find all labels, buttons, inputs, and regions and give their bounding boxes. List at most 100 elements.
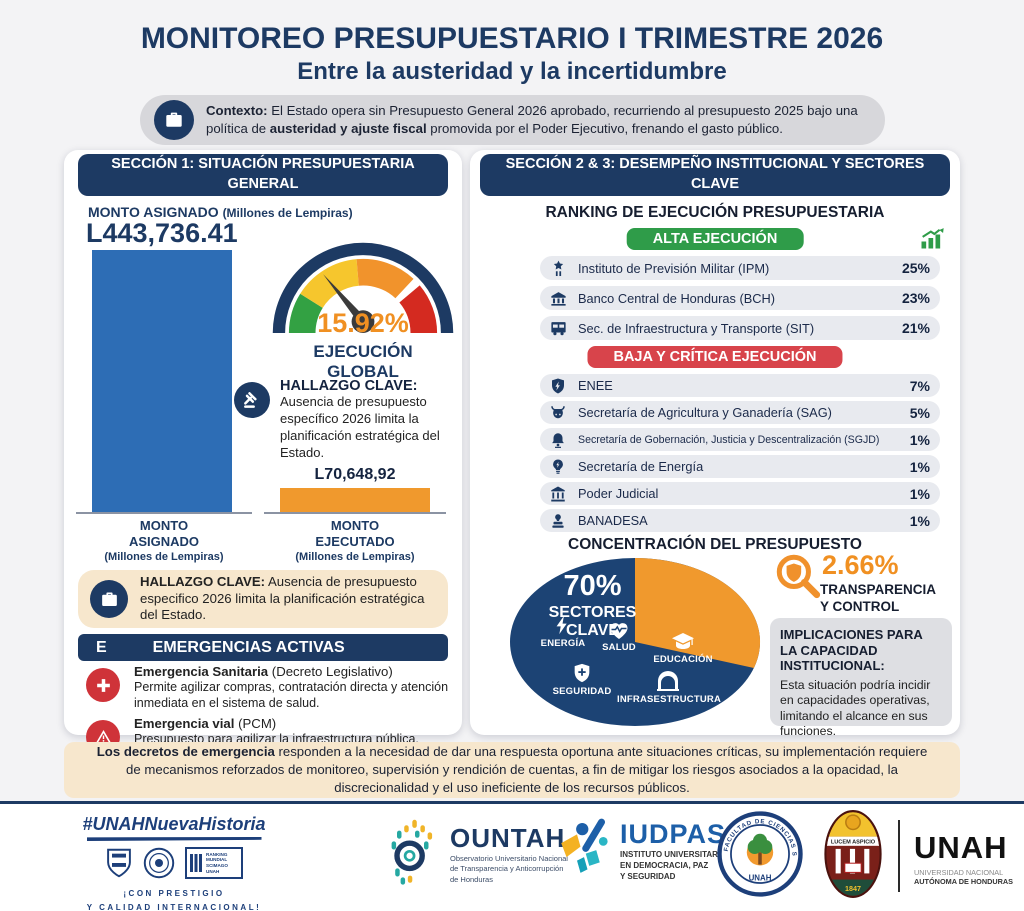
seal-emblem-icon [143,847,175,879]
chart-growth-icon [918,224,946,252]
sector-salud: SALUD [591,618,647,653]
ountah-sub2: de Transparencia y Anticorrupción [450,864,564,874]
pie-share-label1: SECTORES [548,604,637,621]
bolt-icon [556,615,567,635]
institution-name: Secretaría de Energía [578,459,704,474]
sector-label: EDUCACIÓN [653,654,713,665]
crest-year-text: 1847 [845,885,861,893]
scimago-line1: RANKING [206,851,228,857]
unah-sub2: AUTÓNOMA DE HONDURAS [914,877,1014,886]
hallazgo-box-text: HALLAZGO CLAVE: Ausencia de presupuesto … [140,574,436,625]
ountah-logo-icon [391,819,433,885]
decrees-note-bold: Los decretos de emergencia [96,744,275,760]
page-subtitle: Entre la austeridad y la incertidumbre [297,58,727,85]
bell-icon [546,429,570,451]
bar1-label-unit: (Millones de Lempiras) [104,550,224,563]
unah-tagline: ¡CON PRESTIGIO Y CALIDAD INTERNACIONAL! [66,887,282,911]
ountah-subtitle: Observatorio Universitario Nacional de T… [450,854,568,884]
table-row: Sec. de Infraestructura y Transporte (SI… [540,316,940,340]
iudpas-sub1: INSTITUTO UNIVERSITARIO [620,850,727,860]
decrees-note-body: responden a la necesidad de dar una resp… [126,744,928,795]
hallazgo-text: Ausencia de presupuesto específico 2026 … [280,394,440,460]
facultad-seal: FACULTAD DE CIENCIAS SOCIALES UNAH [716,810,804,898]
transparencia-line1: TRANSPARENCIA [820,582,937,597]
institution-name: Instituto de Previsión Militar (IPM) [578,260,770,276]
crest-motto-text: LUCEM ASPICIO [831,839,876,845]
scimago-badge: RANKING MUNDIAL SCIMAGO UNAH [185,847,243,879]
implicaciones-title: IMPLICACIONES PARA LA CAPACIDAD INSTITUC… [780,627,923,674]
assigned-label-text: MONTO ASIGNADO [88,204,219,220]
shield-emblem-icon [107,848,131,878]
section23-card: SECCIÓN 2 & 3: DESEMPEÑO INSTITUCIONAL Y… [470,150,960,738]
table-row: Banco Central de Honduras (BCH) 23% [540,286,940,310]
table-row: ENEE 7% [540,374,940,397]
bar1-label-line1: MONTO [139,518,189,533]
emergencias-badge: E [96,638,107,656]
stamp-icon [546,510,570,532]
sector-label: INFRASESTRUCTURA [617,694,722,705]
swoosh-underline [86,837,262,841]
execution-pct: 1% [909,512,930,529]
iudpas-text: IUDPAS INSTITUTO UNIVERSITARIO EN DEMOCR… [620,819,726,882]
iudpas-sub2: EN DEMOCRACIA, PAZ [620,861,709,871]
implicaciones-text: Esta situación podría incidir en capacid… [780,677,931,738]
section1-card: SECCIÓN 1: SITUACIÓN PRESUPUESTARIA GENE… [64,150,462,754]
hallazgo-box-title: HALLAZGO CLAVE: [140,573,266,589]
institution-name: Sec. de Infraestructura y Transporte (SI… [578,320,815,336]
facultad-unah-text: UNAH [749,873,772,882]
shield-plus-icon [574,663,590,683]
execution-pct: 7% [909,377,930,394]
emergencia-sanitaria: Emergencia Sanitaria (Decreto Legislativ… [134,664,450,712]
bridge-icon [657,671,679,691]
table-row: Secretaría de Agricultura y Ganadería (S… [540,401,940,424]
context-bold: austeridad y ajuste fiscal [269,121,427,136]
unah-sub1: UNIVERSIDAD NACIONAL [914,868,1004,877]
concentracion-title: CONCENTRACIÓN DEL PRESUPUESTO [568,536,862,553]
assigned-amount-value: L443,736.41 [86,218,238,248]
bar-baseline-left [76,512,252,514]
emergencia2-title: Emergencia vial [134,716,235,731]
emergencias-title: EMERGENCIAS ACTIVAS [152,638,345,656]
ountah-sub1: Observatorio Universitario Nacional [450,854,568,864]
table-row: Secretaría de Energía 1% [540,455,940,478]
transparencia-label: TRANSPARENCIA Y CONTROL [820,582,936,616]
execution-pct: 25% [901,260,930,276]
sector-infraestructura: INFRASESTRUCTURA [617,670,722,705]
sector-seguridad: SEGURIDAD [547,660,617,697]
tagline-line1: ¡CON PRESTIGIO [123,889,225,898]
institution-name: Secretaría de Gobernación, Justicia y De… [578,433,880,446]
section1-header: SECCIÓN 1: SITUACIÓN PRESUPUESTARIA GENE… [78,154,448,196]
courthouse-icon [546,483,570,505]
tagline-line2: Y CALIDAD INTERNACIONAL! [86,902,262,911]
unah-crest: LUCEM ASPICIO 1847 [822,808,884,900]
footer-divider [0,801,1024,804]
assigned-bar-label: MONTO ASIGNADO (Millones de Lempiras) [76,518,252,564]
execution-gauge [268,236,458,335]
facultad-seal-icon: FACULTAD DE CIENCIAS SOCIALES UNAH [716,810,803,897]
table-row: Poder Judicial 1% [540,482,940,505]
bus-icon [546,317,570,339]
executed-bar [280,488,430,512]
gauge-label-line1: EJECUCIÓN [313,342,413,361]
baja-ejecucion-badge: BAJA Y CRÍTICA EJECUCIÓN [587,346,843,368]
emergencia1-title: Emergencia Sanitaria [134,664,269,679]
gavel-icon [234,382,270,418]
context-text: Contexto: El Estado opera sin Presupuest… [206,102,871,139]
executed-bar-label: MONTO EJECUTADO (Millones de Lempiras) [264,518,446,564]
sector-educacion: EDUCACIÓN [647,630,719,665]
scimago-line3: SCIMAGO [206,863,228,868]
cow-icon [546,402,570,424]
pie-share-value: 70% [563,570,622,602]
briefcase-icon [90,580,128,618]
graduation-cap-icon [672,633,694,649]
scimago-line4: UNAH [206,868,220,874]
decrees-note: Los decretos de emergencia responden a l… [64,742,960,798]
iudpas-sub3: Y SEGURIDAD [620,871,676,881]
ountah-logo-block: OUNTAH Observatorio Universitario Nacion… [388,818,568,890]
ountah-sub3: de Honduras [450,874,493,884]
assigned-bar [92,250,232,512]
footer-vertical-divider [898,820,900,892]
hallazgo-title: HALLAZGO CLAVE: [280,378,418,394]
execution-pct: 1% [909,458,930,475]
